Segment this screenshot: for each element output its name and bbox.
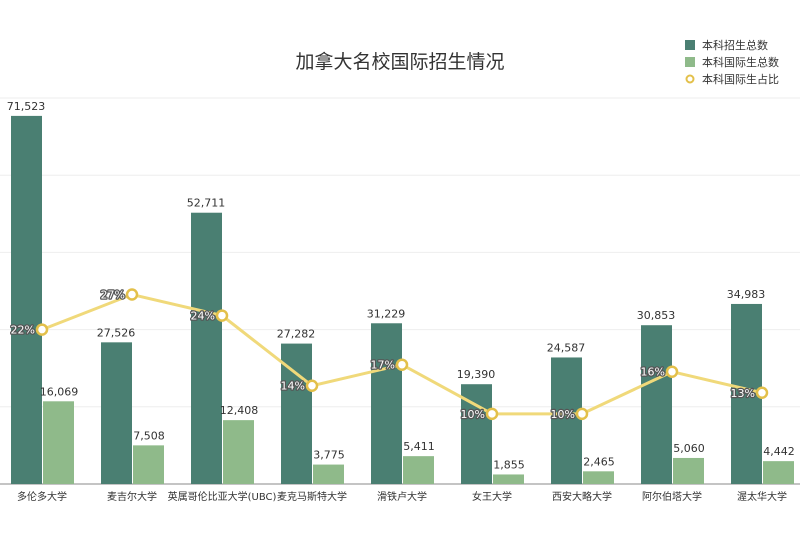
- bar-total: [551, 357, 582, 484]
- legend-label-ratio: 本科国际生占比: [702, 72, 779, 86]
- legend-label-international: 本科国际生总数: [702, 55, 779, 69]
- category-label: 西安大略大学: [552, 490, 612, 503]
- bar-international-label: 1,855: [493, 458, 525, 471]
- bar-international-label: 7,508: [133, 429, 165, 442]
- bar-total: [191, 212, 222, 484]
- bar-total-label: 31,229: [367, 307, 406, 320]
- legend-label-total: 本科招生总数: [702, 38, 768, 52]
- ratio-label: 13%: [731, 387, 755, 400]
- category-label: 阿尔伯塔大学: [642, 490, 702, 503]
- bar-total-label: 24,587: [547, 341, 586, 354]
- ratio-label: 27%: [101, 289, 125, 302]
- bar-total-label: 71,523: [7, 100, 46, 113]
- bar-international-label: 12,408: [220, 404, 259, 417]
- bar-total: [371, 323, 402, 484]
- bar-international-label: 3,775: [313, 449, 345, 462]
- bar-international: [673, 457, 704, 484]
- category-labels: 多伦多大学 麦吉尔大学 英属哥伦比亚大学(UBC) 麦克马斯特大学 滑铁卢大学 女王大学 西…: [17, 490, 787, 503]
- ratio-label: 17%: [371, 359, 395, 372]
- legend-marker-ratio: [685, 74, 695, 84]
- ratio-point: [485, 407, 499, 421]
- ratio-label: 16%: [641, 366, 665, 379]
- legend-swatch-total: [685, 40, 695, 50]
- chart-title: 加拿大名校国际招生情况: [295, 50, 504, 73]
- category-label: 多伦多大学: [17, 490, 67, 503]
- bar-international: [313, 464, 344, 484]
- ratio-label: 22%: [11, 324, 35, 337]
- bar-international: [133, 445, 164, 484]
- legend-swatch-international: [685, 57, 695, 67]
- ratio-point: [665, 365, 679, 378]
- ratio-label: 10%: [461, 408, 485, 421]
- category-label: 渥太华大学: [737, 490, 787, 503]
- category-label: 女王大学: [472, 490, 512, 503]
- bar-international: [493, 474, 524, 484]
- category-label: 滑铁卢大学: [377, 490, 427, 503]
- bar-total-label: 30,853: [637, 309, 676, 322]
- bar-international-label: 5,060: [673, 442, 705, 455]
- bar-total-label: 27,526: [97, 326, 136, 339]
- bar-international: [43, 401, 74, 484]
- bar-total: [641, 325, 672, 484]
- bar-international: [223, 420, 254, 484]
- ratio-point: [215, 309, 229, 322]
- bar-international: [763, 461, 794, 484]
- ratio-label: 14%: [281, 380, 305, 393]
- category-label: 麦克马斯特大学: [277, 490, 347, 503]
- ratio-point: [305, 379, 319, 392]
- bar-total: [101, 342, 132, 484]
- bar-international: [583, 471, 614, 484]
- bar-total-label: 27,282: [277, 328, 316, 341]
- bars: 71,523 16,069 27,526 7,508 52,711 12,408 27,28…: [7, 100, 795, 484]
- ratio-label: 24%: [191, 310, 215, 323]
- bar-international-label: 4,442: [763, 445, 795, 458]
- category-label: 麦吉尔大学: [107, 490, 157, 503]
- bar-international-label: 16,069: [40, 385, 79, 398]
- bar-total: [11, 115, 42, 484]
- bar-international-label: 5,411: [403, 440, 435, 453]
- ratio-point: [35, 323, 49, 336]
- bar-total-label: 34,983: [727, 288, 766, 301]
- bar-total-label: 52,711: [187, 197, 226, 210]
- bar-international-label: 2,465: [583, 455, 615, 468]
- ratio-point: [755, 386, 769, 400]
- ratio-point: [575, 407, 589, 421]
- bar-total-label: 19,390: [457, 368, 496, 381]
- ratio-line: 22% 27% 24% 14% 17% 10% 10% 16% 13%: [9, 287, 769, 422]
- ratio-point: [395, 358, 409, 371]
- bar-international: [403, 456, 434, 484]
- ratio-label: 10%: [551, 408, 575, 421]
- ratio-point: [125, 288, 139, 301]
- category-label: 英属哥伦比亚大学(UBC): [168, 490, 277, 503]
